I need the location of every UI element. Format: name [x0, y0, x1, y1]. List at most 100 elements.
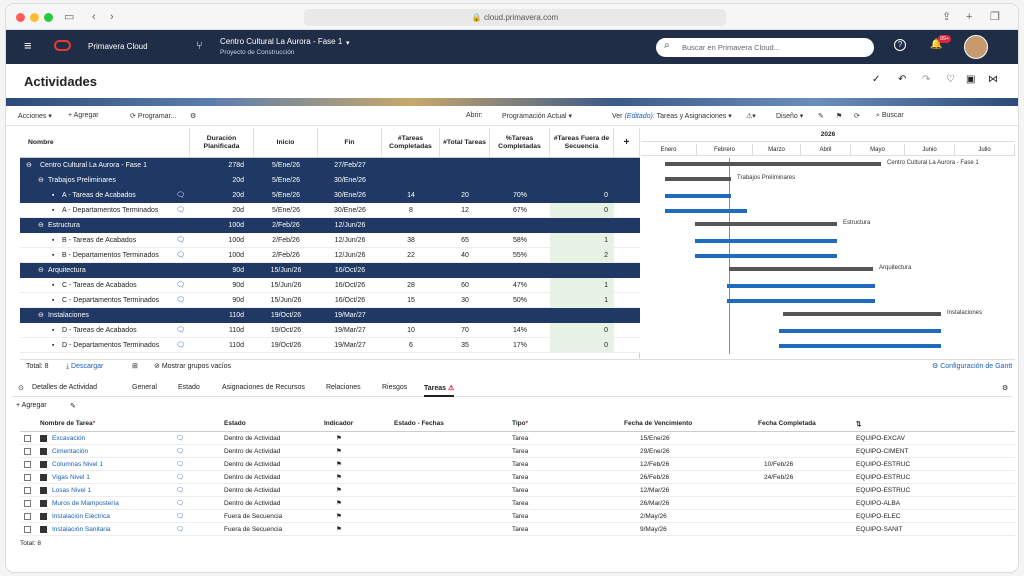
task-select-checkbox[interactable]: [24, 523, 31, 536]
collapse-icon[interactable]: ⊖: [38, 267, 44, 274]
gantt-activity-bar[interactable]: [695, 254, 837, 258]
folder-icon[interactable]: ▪: [52, 327, 55, 334]
cell-name[interactable]: C - Departamentos Terminados: [62, 297, 160, 304]
th-completada[interactable]: Fecha Completada: [758, 420, 816, 427]
flag-icon[interactable]: ⚑: [336, 487, 342, 494]
group-row[interactable]: ⊖ Instalaciones 110d 19/Oct/26 19/Mar/27: [20, 308, 640, 323]
check-icon[interactable]: ✓: [872, 74, 881, 85]
task-row[interactable]: Excavación 🗨 Dentro de Actividad ⚑ Tarea 15/E…: [20, 432, 1015, 445]
cell-name[interactable]: A - Tareas de Acabados: [62, 192, 136, 199]
maximize-window-button[interactable]: [44, 13, 53, 22]
cell-name[interactable]: Instalaciones: [48, 312, 89, 319]
back-icon[interactable]: ‹: [92, 11, 96, 23]
gantt-activity-bar[interactable]: [779, 329, 941, 333]
descargar-button[interactable]: ⤓ Descargar: [66, 363, 104, 370]
flag-icon[interactable]: ⚑: [336, 500, 342, 507]
chevron-down-icon[interactable]: ▾: [346, 40, 350, 47]
task-name[interactable]: Excavación: [52, 435, 86, 442]
task-done-checkbox[interactable]: [40, 445, 47, 458]
flag-icon[interactable]: ⚑: [836, 113, 843, 120]
cell-name[interactable]: D - Tareas de Acabados: [62, 327, 137, 334]
comment-icon[interactable]: 🗨: [176, 474, 185, 481]
folder-icon[interactable]: ▪: [52, 237, 55, 244]
gantt-activity-bar[interactable]: [665, 194, 731, 198]
comment-icon[interactable]: 🗨: [176, 252, 185, 259]
task-done-checkbox[interactable]: [40, 497, 47, 510]
cell-name[interactable]: C - Tareas de Acabados: [62, 282, 137, 289]
group-row[interactable]: ⊖ Arquitectura 90d 15/Jun/26 16/Oct/26: [20, 263, 640, 278]
tab-tareas[interactable]: Tareas ⚠: [424, 384, 455, 397]
group-row[interactable]: ⊖ Trabajos Preliminares 20d 5/Ene/26 30/Ene/…: [20, 173, 640, 188]
flag-icon[interactable]: ⚑: [336, 448, 342, 455]
gantt-summary-bar[interactable]: [665, 162, 881, 166]
tab-estado[interactable]: Estado: [178, 384, 200, 391]
task-select-checkbox[interactable]: [24, 497, 31, 510]
collapse-icon[interactable]: ⊖: [26, 162, 32, 169]
task-select-checkbox[interactable]: [24, 458, 31, 471]
details-settings-icon[interactable]: ⚙: [1002, 385, 1009, 392]
th-nombre[interactable]: Nombre de Tarea*: [40, 420, 95, 427]
task-name[interactable]: Muros de Mampostería: [52, 500, 119, 507]
url-bar[interactable]: 🔒 cloud.primavera.com: [304, 9, 726, 26]
tab-asignaciones[interactable]: Asignaciones de Recursos: [222, 384, 305, 391]
task-done-checkbox[interactable]: [40, 523, 47, 536]
gantt-summary-bar[interactable]: [665, 177, 731, 181]
col-total[interactable]: #Total Tareas: [440, 128, 490, 158]
task-row[interactable]: Losas Nivel 1 🗨 Dentro de Actividad ⚑ Tarea 1…: [20, 484, 1015, 497]
col-pct[interactable]: %Tareas Completadas: [490, 128, 550, 158]
collapse-icon[interactable]: ⊖: [38, 177, 44, 184]
task-row[interactable]: Vigas Nivel 1 🗨 Dentro de Actividad ⚑ Tarea 2…: [20, 471, 1015, 484]
th-tipo[interactable]: Tipo*: [512, 420, 528, 427]
cell-name[interactable]: Centro Cultural La Aurora - Fase 1: [40, 162, 147, 169]
task-row[interactable]: Instalación Sanitaria 🗨 Fuera de Secuencia…: [20, 523, 1015, 536]
collapse-icon[interactable]: ⊖: [38, 312, 44, 319]
task-done-checkbox[interactable]: [40, 458, 47, 471]
task-row[interactable]: Cimentación 🗨 Dentro de Actividad ⚑ Tarea 29/…: [20, 445, 1015, 458]
flag-icon[interactable]: ⚑: [336, 513, 342, 520]
tab-riesgos[interactable]: Riesgos: [382, 384, 408, 391]
global-search-input[interactable]: Buscar en Primavera Cloud...: [656, 38, 874, 57]
group-row[interactable]: ⊖ Centro Cultural La Aurora - Fase 1 278d 5…: [20, 158, 640, 173]
activity-row[interactable]: ▪ A - Tareas de Acabados 20d 5/Ene/26 30/Ene…: [20, 188, 640, 203]
col-completadas[interactable]: #Tareas Completadas: [382, 128, 440, 158]
flag-icon[interactable]: ⚑: [336, 526, 342, 533]
forward-icon[interactable]: ›: [110, 11, 114, 23]
task-row[interactable]: Muros de Mampostería 🗨 Dentro de Actividad…: [20, 497, 1015, 510]
comment-icon[interactable]: 🗨: [176, 435, 185, 442]
folder-icon[interactable]: ▪: [52, 192, 55, 199]
task-name[interactable]: Losas Nivel 1: [52, 487, 92, 494]
col-duracion[interactable]: Duración Planificada: [190, 128, 254, 158]
task-done-checkbox[interactable]: [40, 510, 47, 523]
toolbar-search[interactable]: ⌕ Buscar: [876, 112, 904, 119]
columns-icon[interactable]: ⊞: [132, 363, 138, 370]
activity-row[interactable]: ▪ B - Tareas de Acabados 100d 2/Feb/26 12/Ju…: [20, 233, 640, 248]
task-done-checkbox[interactable]: [40, 484, 47, 497]
cell-name[interactable]: Arquitectura: [48, 267, 86, 274]
help-icon[interactable]: ?: [894, 39, 906, 51]
cell-name[interactable]: Estructura: [48, 222, 80, 229]
new-tab-icon[interactable]: +: [966, 11, 973, 23]
gantt-summary-bar[interactable]: [729, 267, 873, 271]
task-done-checkbox[interactable]: [40, 471, 47, 484]
flag-icon[interactable]: ⚑: [336, 474, 342, 481]
comment-icon[interactable]: 🗨: [176, 487, 185, 494]
task-name[interactable]: Cimentación: [52, 448, 89, 455]
col-inicio[interactable]: Inicio: [254, 128, 318, 158]
gantt-activity-bar[interactable]: [727, 284, 875, 288]
col-fuera[interactable]: #Tareas Fuera de Secuencia: [550, 128, 614, 158]
flag-icon[interactable]: ⚑: [336, 435, 342, 442]
comment-icon[interactable]: 🗨: [176, 282, 185, 289]
comment-icon[interactable]: 🗨: [176, 448, 185, 455]
cell-name[interactable]: A - Departamentos Terminados: [62, 207, 159, 214]
col-nombre[interactable]: Nombre: [20, 128, 190, 158]
col-fin[interactable]: Fin: [318, 128, 382, 158]
task-name[interactable]: Instalación Sanitaria: [52, 526, 111, 533]
gantt-activity-bar[interactable]: [695, 239, 837, 243]
task-select-checkbox[interactable]: [24, 510, 31, 523]
task-row[interactable]: Columnas Nivel 1 🗨 Dentro de Actividad ⚑ Tar…: [20, 458, 1015, 471]
task-done-checkbox[interactable]: [40, 432, 47, 445]
refresh-icon[interactable]: ⟳: [854, 113, 860, 120]
programacion-select[interactable]: Programación Actual ▾: [502, 113, 573, 120]
mostrar-grupos-toggle[interactable]: ⊘ Mostrar grupos vacíos: [154, 363, 232, 370]
th-estado[interactable]: Estado: [224, 420, 246, 427]
